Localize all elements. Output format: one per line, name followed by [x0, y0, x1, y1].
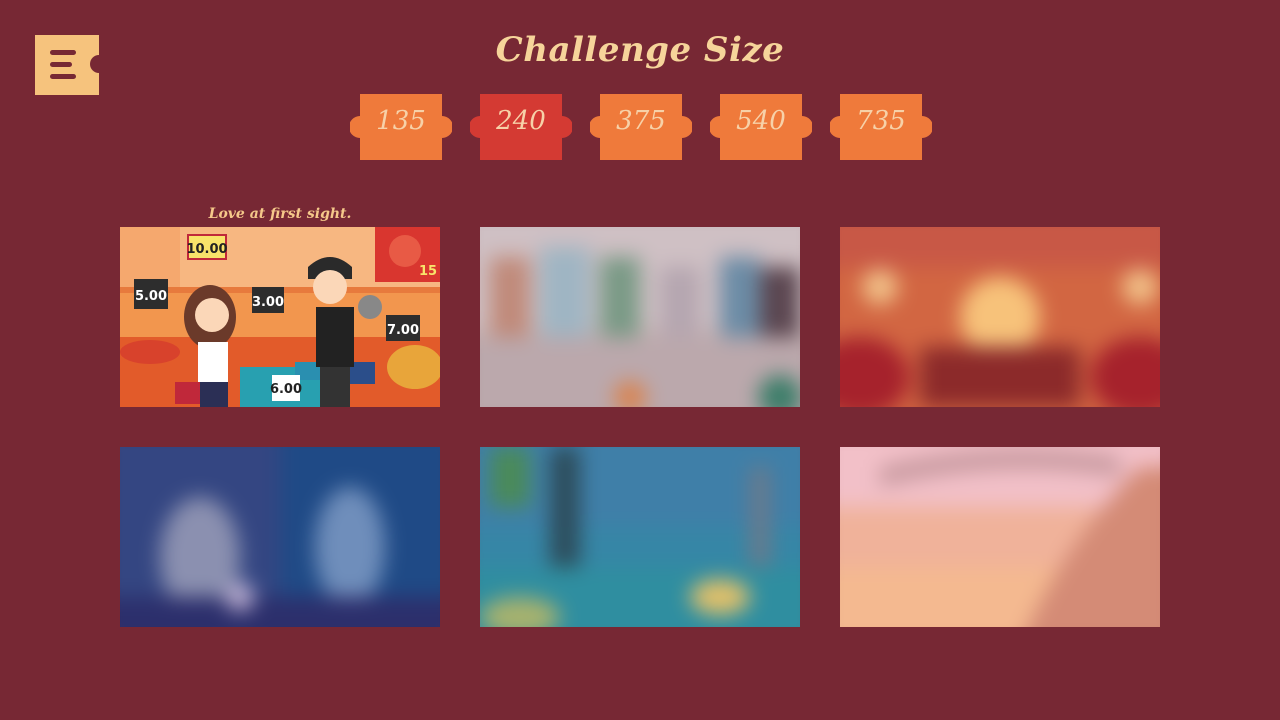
puzzle-image-blurred — [840, 447, 1160, 627]
puzzle-image-blurred — [480, 447, 800, 627]
puzzle-thumbnail-6[interactable] — [840, 447, 1160, 627]
size-option-135[interactable]: 135 — [350, 94, 452, 160]
puzzle-image-blurred — [480, 227, 800, 407]
page-title: Challenge Size — [495, 30, 785, 70]
menu-button[interactable] — [35, 35, 99, 95]
size-option-240[interactable]: 240 — [470, 94, 572, 160]
puzzle-thumbnail-4[interactable] — [120, 447, 440, 627]
puzzle-piece-icon — [710, 94, 812, 160]
size-option-label: 375 — [616, 106, 666, 136]
puzzle-thumbnail-2[interactable] — [480, 227, 800, 407]
puzzle-caption: Love at first sight. — [208, 206, 352, 222]
price-sign-10: 10.00 — [186, 242, 227, 257]
size-selector: 135 240 375 540 735 — [350, 94, 932, 160]
size-option-label: 135 — [376, 106, 426, 136]
size-option-735[interactable]: 735 — [830, 94, 932, 160]
menu-icon — [35, 35, 99, 95]
price-sign-7: 7.00 — [387, 323, 419, 338]
puzzle-thumbnail-5[interactable] — [480, 447, 800, 627]
puzzle-piece-icon — [350, 94, 452, 160]
puzzle-image-blurred — [840, 227, 1160, 407]
puzzle-piece-icon — [590, 94, 692, 160]
size-option-label: 240 — [496, 106, 546, 136]
size-option-540[interactable]: 540 — [710, 94, 812, 160]
puzzle-image-market: 6.00 10.00 5.00 3.00 7.00 15 — [120, 227, 440, 407]
price-sign-6: 6.00 — [270, 382, 302, 397]
size-option-label: 540 — [736, 106, 786, 136]
size-option-label: 735 — [856, 106, 906, 136]
puzzle-thumbnail-1[interactable]: 6.00 10.00 5.00 3.00 7.00 15 — [120, 227, 440, 407]
size-option-375[interactable]: 375 — [590, 94, 692, 160]
puzzle-piece-icon — [470, 94, 572, 160]
price-sign-3: 3.00 — [252, 295, 284, 310]
puzzle-thumbnail-3[interactable] — [840, 227, 1160, 407]
price-sign-15: 15 — [419, 264, 437, 279]
puzzle-image-blurred — [120, 447, 440, 627]
puzzle-piece-icon — [830, 94, 932, 160]
price-sign-5: 5.00 — [135, 289, 167, 304]
